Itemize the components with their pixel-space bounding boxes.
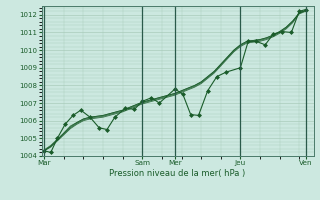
X-axis label: Pression niveau de la mer( hPa ): Pression niveau de la mer( hPa ) — [109, 169, 246, 178]
